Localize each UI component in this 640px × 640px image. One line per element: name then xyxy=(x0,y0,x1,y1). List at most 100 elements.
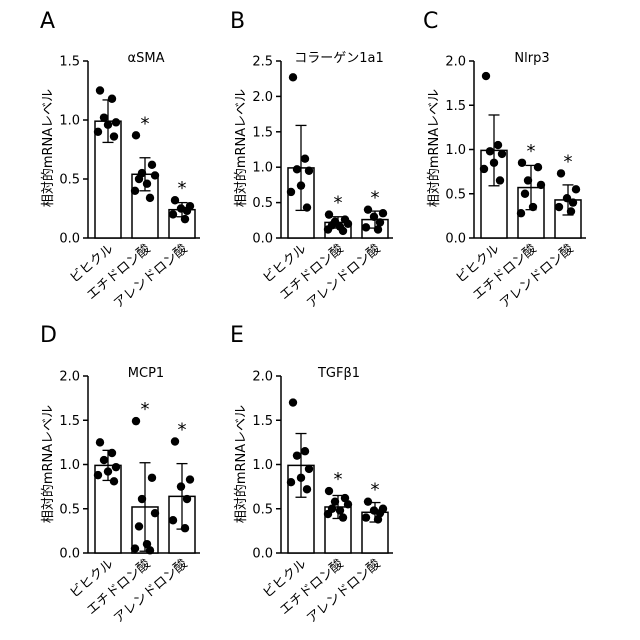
data-point xyxy=(112,118,120,126)
data-point xyxy=(490,159,498,167)
significance-marker: * xyxy=(141,113,150,134)
data-point xyxy=(169,210,177,218)
y-axis-label: 相対的mRNAレベル xyxy=(426,89,442,207)
data-point xyxy=(301,155,309,163)
data-point xyxy=(555,203,563,211)
data-point xyxy=(177,482,185,490)
data-point xyxy=(324,510,332,518)
y-tick-label: 2.0 xyxy=(59,370,80,385)
significance-marker: * xyxy=(334,193,343,214)
data-point xyxy=(293,451,301,459)
data-point xyxy=(521,190,529,198)
significance-marker: * xyxy=(178,178,187,199)
data-point xyxy=(94,128,102,136)
data-point xyxy=(183,495,191,503)
data-point xyxy=(148,161,156,169)
data-point xyxy=(151,171,159,179)
data-point xyxy=(287,478,295,486)
data-point xyxy=(289,73,297,81)
data-point xyxy=(344,500,352,508)
data-point xyxy=(362,223,370,231)
data-point xyxy=(339,227,347,235)
data-point xyxy=(181,215,189,223)
y-axis-label: 相対的mRNAレベル xyxy=(233,89,249,207)
data-point xyxy=(339,513,347,521)
data-point xyxy=(148,474,156,482)
data-point xyxy=(572,185,580,193)
chart-title: Nlrp3 xyxy=(514,51,549,66)
panel-letter: B xyxy=(230,9,245,34)
data-point xyxy=(379,209,387,217)
data-point xyxy=(324,225,332,233)
data-point xyxy=(303,485,311,493)
y-tick-label: 0.5 xyxy=(59,173,80,188)
data-point xyxy=(537,181,545,189)
data-point xyxy=(132,417,140,425)
data-point xyxy=(96,438,104,446)
y-tick-label: 0.0 xyxy=(252,232,273,247)
y-tick-label: 2.0 xyxy=(252,370,273,385)
data-point xyxy=(104,467,112,475)
significance-marker: * xyxy=(564,151,573,172)
y-tick-label: 1.5 xyxy=(59,55,80,70)
panel-c: CNlrp30.00.51.01.52.0相対的mRNAレベルビヒクル*エチドロ… xyxy=(423,9,586,312)
data-point xyxy=(289,398,297,406)
data-point xyxy=(305,167,313,175)
data-point xyxy=(287,188,295,196)
data-point xyxy=(108,95,116,103)
data-point xyxy=(293,165,301,173)
data-point xyxy=(376,218,384,226)
data-point xyxy=(517,209,525,217)
data-point xyxy=(112,463,120,471)
data-point xyxy=(132,131,140,139)
data-point xyxy=(362,513,370,521)
data-point xyxy=(151,509,159,517)
data-point xyxy=(169,516,177,524)
data-point xyxy=(518,159,526,167)
data-point xyxy=(108,449,116,457)
data-point xyxy=(94,471,102,479)
data-point xyxy=(146,194,154,202)
chart-title: コラーゲン1a1 xyxy=(294,51,384,66)
y-tick-label: 0.0 xyxy=(252,547,273,562)
y-tick-label: 1.5 xyxy=(252,125,273,140)
y-tick-label: 0.0 xyxy=(59,547,80,562)
significance-marker: * xyxy=(527,141,536,162)
y-tick-label: 0.5 xyxy=(252,196,273,211)
panel-letter: A xyxy=(40,9,55,34)
y-axis-label: 相対的mRNAレベル xyxy=(40,405,56,523)
data-point xyxy=(498,150,506,158)
data-point xyxy=(104,121,112,129)
y-tick-label: 1.5 xyxy=(59,414,80,429)
data-point xyxy=(534,163,542,171)
panel-letter: D xyxy=(40,323,57,348)
chart-title: TGFβ1 xyxy=(317,366,360,381)
data-point xyxy=(110,477,118,485)
chart-title: MCP1 xyxy=(128,366,164,381)
y-tick-label: 1.0 xyxy=(59,114,80,129)
panel-letter: C xyxy=(423,9,438,34)
data-point xyxy=(146,546,154,554)
significance-marker: * xyxy=(334,469,343,490)
data-point xyxy=(325,210,333,218)
panel-e: ETGFβ10.00.51.01.52.0相対的mRNAレベルビヒクル*エチドロ… xyxy=(230,323,393,627)
data-point xyxy=(181,524,189,532)
data-point xyxy=(100,456,108,464)
data-point xyxy=(143,180,151,188)
data-point xyxy=(96,86,104,94)
y-tick-label: 2.5 xyxy=(252,55,273,70)
y-tick-label: 2.0 xyxy=(252,90,273,105)
panel-letter: E xyxy=(230,323,244,348)
chart-title: αSMA xyxy=(128,51,165,66)
panel-b: Bコラーゲン1a10.00.51.01.52.02.5相対的mRNAレベルビヒク… xyxy=(230,9,393,312)
data-point xyxy=(297,474,305,482)
y-tick-label: 1.0 xyxy=(252,458,273,473)
data-point xyxy=(374,515,382,523)
panel-d: DMCP10.00.51.01.52.0相対的mRNAレベルビヒクル*エチドロン… xyxy=(40,323,200,627)
data-point xyxy=(135,175,143,183)
data-point xyxy=(135,522,143,530)
data-point xyxy=(480,165,488,173)
significance-marker: * xyxy=(178,419,187,440)
significance-marker: * xyxy=(141,399,150,420)
